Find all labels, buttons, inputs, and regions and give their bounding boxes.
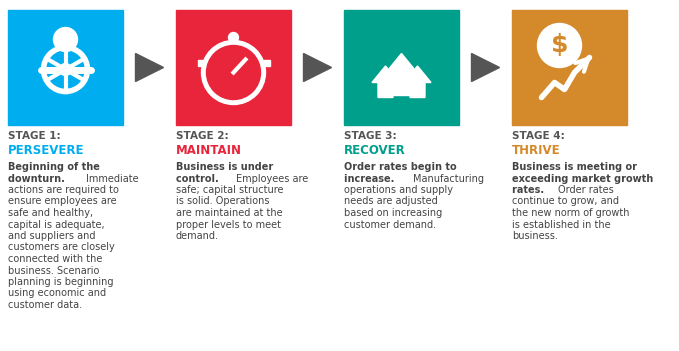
Text: Manufacturing: Manufacturing (414, 173, 484, 184)
Text: rates.: rates. (512, 185, 547, 195)
Text: are maintained at the: are maintained at the (176, 208, 282, 218)
Polygon shape (372, 66, 399, 98)
Text: Beginning of the: Beginning of the (8, 162, 100, 172)
Bar (198, 60, 206, 66)
Text: STAGE 2:: STAGE 2: (176, 131, 229, 141)
Text: continue to grow, and: continue to grow, and (512, 197, 619, 206)
Text: Business is meeting or: Business is meeting or (512, 162, 637, 172)
Text: is established in the: is established in the (512, 219, 610, 230)
Polygon shape (404, 66, 431, 98)
Text: based on increasing: based on increasing (344, 208, 442, 218)
Circle shape (54, 27, 77, 52)
Bar (8, 10, 123, 125)
Text: customer data.: customer data. (8, 300, 82, 310)
Text: business. Scenario: business. Scenario (8, 265, 99, 276)
Text: the new norm of growth: the new norm of growth (512, 208, 629, 218)
Text: proper levels to meet: proper levels to meet (176, 219, 281, 230)
Text: demand.: demand. (176, 231, 219, 241)
Text: RECOVER: RECOVER (344, 144, 406, 157)
Text: STAGE 4:: STAGE 4: (512, 131, 565, 141)
Text: customer demand.: customer demand. (344, 219, 436, 230)
Text: STAGE 3:: STAGE 3: (344, 131, 397, 141)
Text: and suppliers and: and suppliers and (8, 231, 96, 241)
Text: capital is adequate,: capital is adequate, (8, 219, 105, 230)
Circle shape (206, 46, 261, 99)
Bar (176, 10, 291, 125)
Bar (344, 10, 459, 125)
Polygon shape (384, 53, 420, 95)
Text: Immediate: Immediate (86, 173, 139, 184)
Polygon shape (304, 53, 331, 81)
Text: needs are adjusted: needs are adjusted (344, 197, 438, 206)
Circle shape (202, 40, 265, 105)
Circle shape (538, 24, 581, 67)
Bar (261, 60, 270, 66)
Text: ensure employees are: ensure employees are (8, 197, 117, 206)
Text: MAINTAIN: MAINTAIN (176, 144, 242, 157)
Text: $: $ (551, 33, 568, 58)
Text: safe and healthy,: safe and healthy, (8, 208, 93, 218)
Text: exceeding market growth: exceeding market growth (512, 173, 653, 184)
Text: business.: business. (512, 231, 558, 241)
Text: downturn.: downturn. (8, 173, 69, 184)
Text: operations and supply: operations and supply (344, 185, 453, 195)
Text: increase.: increase. (344, 173, 398, 184)
Text: customers are closely: customers are closely (8, 243, 115, 252)
Bar (512, 10, 627, 125)
Text: using economic and: using economic and (8, 289, 106, 298)
Text: actions are required to: actions are required to (8, 185, 119, 195)
Text: Order rates: Order rates (558, 185, 614, 195)
Text: Order rates begin to: Order rates begin to (344, 162, 456, 172)
Polygon shape (471, 53, 500, 81)
Text: PERSEVERE: PERSEVERE (8, 144, 84, 157)
Circle shape (60, 64, 71, 75)
Text: Employees are: Employees are (236, 173, 308, 184)
Polygon shape (136, 53, 164, 81)
Text: Business is under: Business is under (176, 162, 273, 172)
Text: planning is beginning: planning is beginning (8, 277, 113, 287)
Bar (229, 40, 238, 48)
Text: connected with the: connected with the (8, 254, 103, 264)
Circle shape (229, 33, 238, 42)
Text: THRIVE: THRIVE (512, 144, 561, 157)
Text: STAGE 1:: STAGE 1: (8, 131, 60, 141)
Text: control.: control. (176, 173, 222, 184)
Text: is solid. Operations: is solid. Operations (176, 197, 270, 206)
Text: safe; capital structure: safe; capital structure (176, 185, 284, 195)
